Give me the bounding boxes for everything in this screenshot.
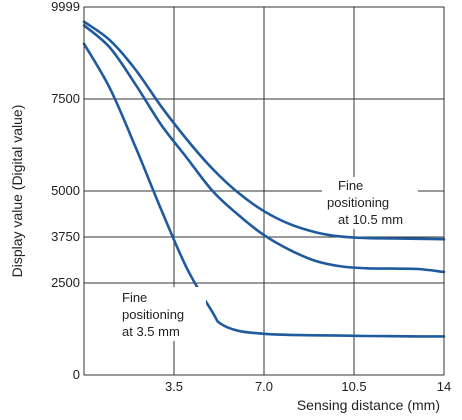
y-tick-label: 2500	[51, 275, 80, 290]
annotation-10-5mm: Fine positioning at 10.5 mm	[327, 178, 403, 227]
series-line-2	[82, 24, 446, 274]
x-axis-title: Sensing distance (mm)	[297, 397, 440, 413]
plot-frame	[83, 6, 445, 376]
series-line-3	[82, 42, 446, 338]
annotation-background-10-5mm	[322, 177, 418, 229]
x-tick-label: 14	[437, 379, 451, 394]
annotation-3-5mm: Fine positioning at 3.5 mm	[122, 290, 188, 339]
annotation-3-5mm-line-3: at 3.5 mm	[122, 324, 180, 339]
tick-labels: 3.5 7.0 10.5 14 0 2500 3750 5000 7500 9999	[51, 0, 451, 394]
y-tick-label: 9999	[51, 0, 80, 14]
annotation-3-5mm-line-1: Fine	[122, 290, 147, 305]
x-tick-label: 3.5	[165, 379, 183, 394]
annotations: Fine positioning at 10.5 mm Fine positio…	[112, 177, 418, 341]
y-tick-label: 7500	[51, 91, 80, 106]
annotation-background-3-5mm	[112, 287, 206, 341]
y-tick-label: 0	[73, 367, 80, 382]
y-tick-label: 3750	[51, 229, 80, 244]
x-tick-label: 10.5	[341, 379, 366, 394]
series-layer	[82, 20, 446, 338]
y-axis-title: Display value (Digital value)	[9, 105, 25, 278]
annotation-10-5mm-line-2: positioning	[327, 195, 389, 210]
x-tick-label: 7.0	[255, 379, 273, 394]
y-tick-label: 5000	[51, 183, 80, 198]
annotation-3-5mm-line-2: positioning	[122, 307, 184, 322]
annotation-10-5mm-line-1: Fine	[338, 178, 363, 193]
annotation-10-5mm-line-3: at 10.5 mm	[338, 212, 403, 227]
series-line-1	[82, 20, 446, 241]
